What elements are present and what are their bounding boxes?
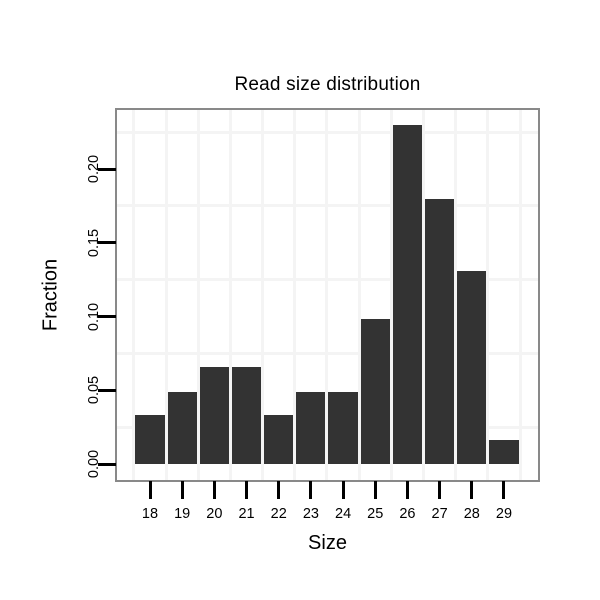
- gridline-vertical: [357, 110, 361, 480]
- x-tick-mark: [373, 481, 377, 499]
- x-tick-label: 22: [270, 506, 287, 522]
- x-tick-label: 26: [399, 506, 416, 522]
- y-tick-mark: [98, 462, 116, 466]
- gridline-vertical: [325, 110, 329, 480]
- x-tick-label: 23: [302, 506, 319, 522]
- x-tick-label: 27: [431, 506, 448, 522]
- bar-25: [360, 319, 390, 464]
- x-tick-mark: [212, 481, 216, 499]
- bar-20: [199, 366, 229, 464]
- gridline-horizontal: [117, 130, 538, 134]
- y-tick-label: 0.05: [86, 376, 102, 405]
- y-tick-label: 0.20: [86, 154, 102, 184]
- gridline-horizontal: [117, 351, 538, 355]
- gridline-vertical: [261, 110, 265, 480]
- x-tick-mark: [180, 481, 184, 499]
- bar-18: [135, 415, 165, 464]
- gridline-horizontal: [117, 425, 538, 429]
- x-tick-label: 20: [206, 506, 223, 522]
- bar-22: [264, 415, 294, 464]
- bar-21: [231, 366, 262, 464]
- bar-19: [167, 391, 197, 464]
- y-tick-mark: [98, 315, 116, 318]
- gridline-horizontal: [117, 204, 538, 208]
- y-tick-label: 0.15: [86, 228, 102, 257]
- x-tick-mark: [470, 481, 474, 499]
- y-axis-title: Fraction: [39, 258, 62, 332]
- gridline-vertical: [486, 110, 490, 480]
- plot-panel: [115, 108, 540, 482]
- x-tick-label: 29: [495, 506, 513, 522]
- gridline-vertical: [518, 110, 522, 480]
- x-axis-title: Size: [308, 532, 347, 554]
- x-tick-label: 21: [238, 506, 255, 522]
- bar-23: [296, 391, 326, 464]
- gridline-vertical: [389, 110, 393, 480]
- x-tick-label: 18: [141, 506, 159, 522]
- x-tick-mark: [502, 481, 506, 499]
- y-tick-label: 0.10: [86, 302, 102, 331]
- gridline-horizontal: [117, 278, 538, 282]
- x-tick-label: 25: [367, 506, 384, 522]
- x-tick-label: 24: [335, 506, 352, 522]
- x-tick-mark: [405, 481, 409, 499]
- x-tick-label: 28: [463, 506, 480, 522]
- gridline-vertical: [164, 110, 168, 480]
- x-tick-mark: [148, 481, 152, 499]
- gridline-vertical: [293, 110, 297, 480]
- gridline-vertical: [132, 110, 136, 480]
- gridline-vertical: [196, 110, 200, 480]
- x-tick-mark: [277, 481, 281, 499]
- chart-title: Read size distribution: [234, 74, 421, 95]
- x-tick-label: 19: [174, 506, 191, 522]
- bar-28: [457, 270, 487, 464]
- x-tick-mark: [245, 481, 249, 499]
- bar-26: [392, 124, 423, 464]
- y-tick-label: 0.00: [86, 449, 102, 479]
- x-tick-mark: [438, 481, 442, 499]
- bar-27: [425, 198, 455, 464]
- gridline-vertical: [422, 110, 426, 480]
- y-tick-mark: [98, 167, 116, 171]
- x-tick-mark: [309, 481, 313, 499]
- y-tick-mark: [98, 241, 116, 245]
- y-tick-mark: [98, 388, 116, 392]
- gridline-vertical: [454, 110, 458, 480]
- gridline-vertical: [228, 110, 232, 480]
- bar-24: [328, 391, 358, 464]
- x-tick-mark: [341, 481, 345, 499]
- bar-29: [489, 440, 519, 464]
